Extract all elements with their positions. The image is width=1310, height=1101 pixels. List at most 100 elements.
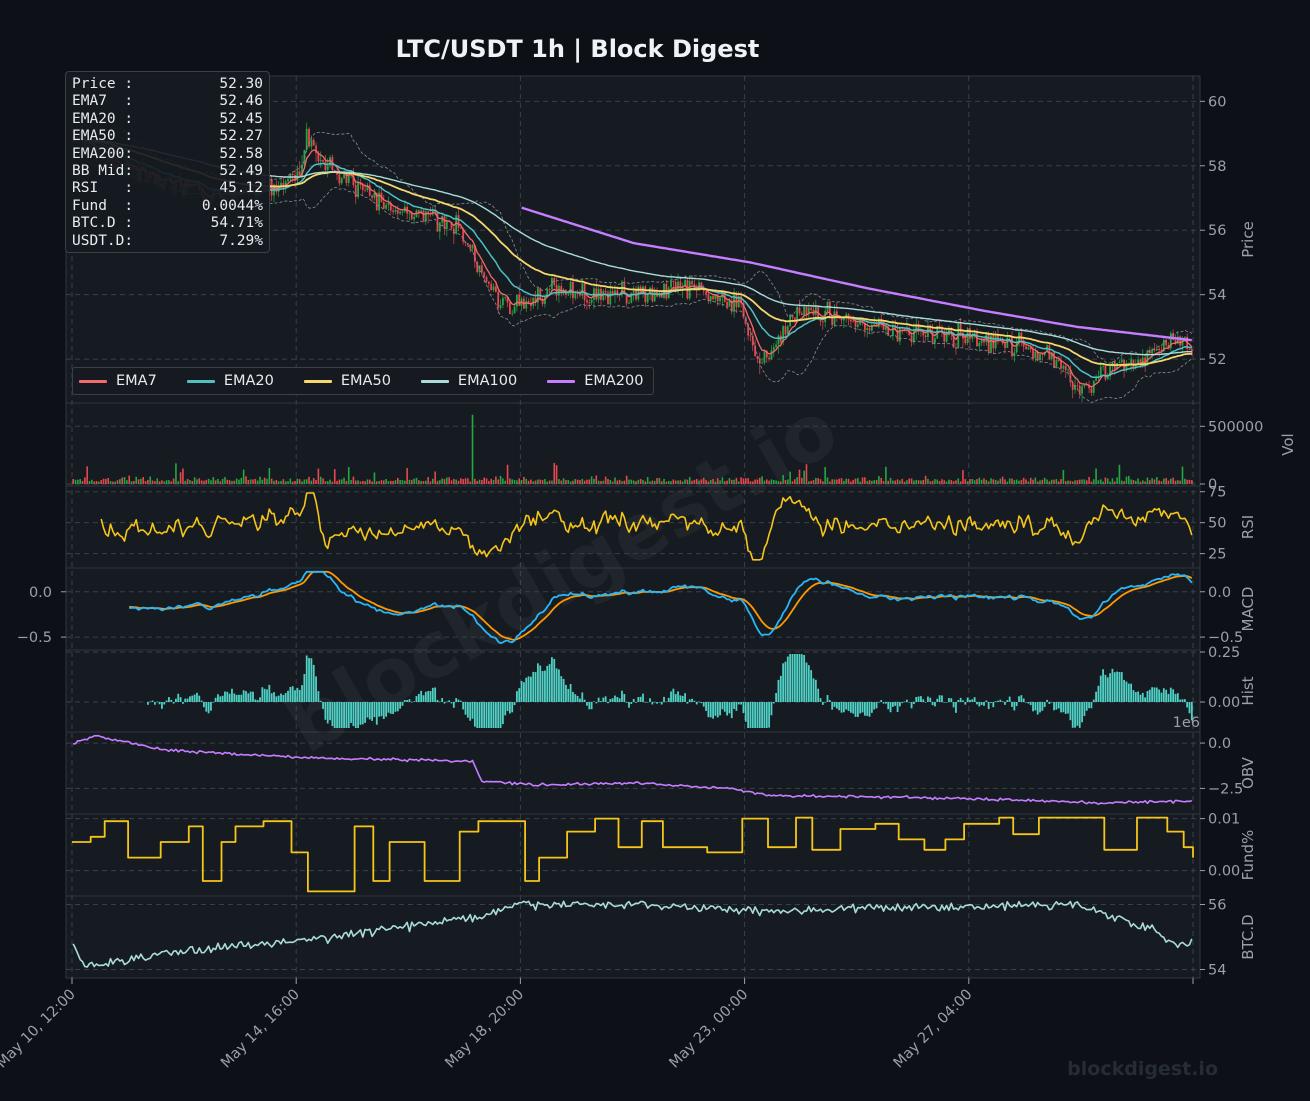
candle-body <box>630 292 633 303</box>
hist-bar <box>277 695 280 702</box>
hist-bar <box>866 702 869 716</box>
volume-bar <box>642 479 644 484</box>
funding-axis: 0.00 0.01 Fund% <box>66 812 1257 880</box>
candle-body <box>976 332 978 347</box>
volume-bar <box>488 480 490 484</box>
macd-left-tick-label: 0.0 <box>29 585 52 601</box>
volume-bar <box>205 479 208 484</box>
hist-bar <box>242 690 245 702</box>
candle-body <box>852 321 855 323</box>
volume-bar <box>161 480 163 484</box>
obv-offset-label: 1e6 <box>1173 715 1200 731</box>
hist-bar <box>1111 668 1114 702</box>
hist-bar <box>630 702 633 704</box>
volume-bar <box>742 478 745 484</box>
candle-body <box>504 297 507 298</box>
volume-bar <box>1156 477 1158 484</box>
volume-bar <box>712 479 714 484</box>
volume-bar <box>371 481 373 484</box>
candle-body <box>422 210 425 221</box>
hist-bar <box>415 696 418 702</box>
volume-bar <box>850 481 852 484</box>
candle-body <box>595 288 598 300</box>
volume-bar <box>698 480 700 484</box>
volume-bar <box>88 480 91 484</box>
volume-bar <box>338 479 341 484</box>
volume-bar <box>1053 479 1055 484</box>
volume-bar <box>228 480 231 484</box>
hist-bar <box>518 688 521 702</box>
hist-bar <box>744 702 747 722</box>
funding-tick-label: 0.01 <box>1208 812 1240 828</box>
candle-body <box>674 281 677 292</box>
volume-bar <box>357 480 359 484</box>
hist-bar <box>908 702 911 703</box>
volume-bar <box>644 481 647 484</box>
hist-bar <box>672 688 675 702</box>
volume-bar <box>588 479 591 484</box>
volume-bar <box>957 478 960 484</box>
hist-bar <box>1183 699 1186 702</box>
volume-bar <box>607 478 609 484</box>
hist-bar <box>530 676 532 702</box>
volume-bar <box>450 480 453 484</box>
candle-body <box>1130 359 1133 363</box>
hist-bar <box>660 702 663 705</box>
candle-body <box>1102 365 1104 367</box>
candle-body <box>744 317 747 325</box>
hist-bar <box>408 699 411 702</box>
hist-bar <box>151 700 154 702</box>
volume-bar <box>133 481 135 484</box>
volume-bar <box>411 479 413 484</box>
volume-bar <box>597 480 600 484</box>
volume-bar <box>1158 480 1160 484</box>
hist-tick-label: 0.00 <box>1208 695 1240 711</box>
volume-bar <box>938 480 941 484</box>
volume-bar <box>495 476 497 484</box>
info-label: BTC.D : <box>72 215 134 232</box>
volume-bar <box>439 480 441 484</box>
volume-bar <box>782 474 784 484</box>
info-label: EMA20 : <box>72 110 134 127</box>
volume-bar <box>1102 481 1104 484</box>
volume-bar <box>871 480 873 484</box>
hist-bar <box>329 702 331 721</box>
hist-bar <box>396 702 399 712</box>
candle-body <box>1036 351 1039 361</box>
hist-bar <box>583 699 586 702</box>
volume-bar <box>333 469 336 484</box>
info-value: 0.0044% <box>201 197 263 214</box>
info-row: RSI : 45.12 <box>72 180 263 197</box>
candle-body <box>508 302 511 314</box>
hist-bar <box>784 661 787 702</box>
volume-bar <box>277 481 280 484</box>
vol-panel <box>65 402 1201 487</box>
volume-bar <box>324 481 327 484</box>
macd-line <box>129 570 1193 645</box>
candle-body <box>1015 343 1018 353</box>
volume-bar <box>394 480 397 484</box>
hist-bar <box>532 671 535 702</box>
hist-bar <box>548 664 551 702</box>
hist-bar <box>270 693 273 702</box>
volume-bar <box>950 480 953 484</box>
volume-bar <box>1043 477 1046 484</box>
hist-bar <box>469 702 472 721</box>
hist-bar <box>742 702 745 714</box>
candle-body <box>336 171 338 175</box>
candle-body <box>1155 348 1158 351</box>
candle-body <box>364 189 366 191</box>
hist-bar <box>224 691 226 702</box>
rsi-group <box>100 492 1193 561</box>
volume-bar <box>1151 478 1153 484</box>
volume-bar <box>140 478 142 484</box>
candle-body <box>291 173 294 175</box>
volume-bar <box>504 480 507 484</box>
hist-bar <box>765 702 768 728</box>
candle-body <box>1095 378 1097 381</box>
info-label: Fund : <box>72 197 134 214</box>
hist-bar <box>859 702 862 714</box>
candle-body <box>737 296 740 308</box>
volume-bar <box>436 480 439 484</box>
hist-bar <box>147 702 149 705</box>
